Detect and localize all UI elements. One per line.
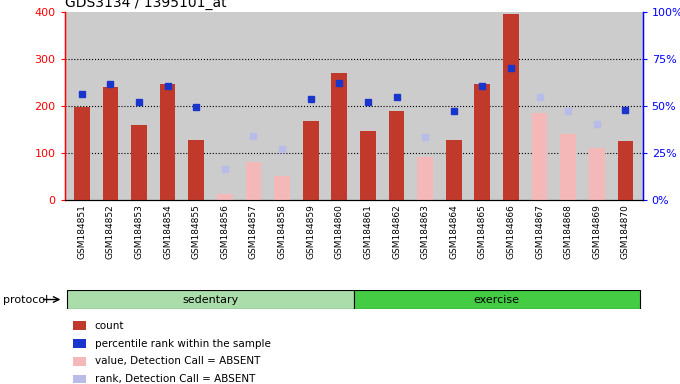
Text: exercise: exercise [474, 295, 520, 305]
Bar [475, 84, 490, 200]
Text: GSM184858: GSM184858 [277, 204, 286, 259]
Text: GSM184859: GSM184859 [306, 204, 315, 259]
Bar [532, 113, 547, 200]
Bar [188, 140, 204, 200]
Bar [354, 290, 640, 309]
Text: rank, Detection Call = ABSENT: rank, Detection Call = ABSENT [95, 374, 255, 384]
Text: GSM184864: GSM184864 [449, 204, 458, 259]
Bar [360, 131, 376, 200]
Text: GSM184857: GSM184857 [249, 204, 258, 259]
Bar [67, 290, 354, 309]
Text: GSM184854: GSM184854 [163, 204, 172, 259]
Text: GSM184865: GSM184865 [478, 204, 487, 259]
Bar [560, 134, 576, 200]
Bar [446, 140, 462, 200]
Bar [617, 141, 633, 200]
Bar [73, 375, 86, 383]
Bar [103, 87, 118, 200]
Bar [131, 125, 147, 200]
Text: percentile rank within the sample: percentile rank within the sample [95, 339, 271, 349]
Bar [418, 157, 433, 200]
Text: GSM184855: GSM184855 [192, 204, 201, 259]
Text: GDS3134 / 1395101_at: GDS3134 / 1395101_at [65, 0, 226, 10]
Bar [274, 176, 290, 200]
Text: GSM184860: GSM184860 [335, 204, 344, 259]
Text: GSM184853: GSM184853 [135, 204, 143, 259]
Text: GSM184861: GSM184861 [363, 204, 373, 259]
Text: GSM184851: GSM184851 [78, 204, 86, 259]
Text: GSM184866: GSM184866 [507, 204, 515, 259]
Bar [73, 357, 86, 366]
Bar [389, 111, 405, 200]
Text: count: count [95, 321, 124, 331]
Text: sedentary: sedentary [182, 295, 239, 305]
Bar [503, 14, 519, 200]
Bar [160, 84, 175, 200]
Bar [217, 194, 233, 200]
Bar [245, 162, 261, 200]
Text: GSM184870: GSM184870 [621, 204, 630, 259]
Bar [303, 121, 318, 200]
Bar [589, 148, 605, 200]
Text: GSM184852: GSM184852 [106, 204, 115, 259]
Text: GSM184856: GSM184856 [220, 204, 229, 259]
Text: GSM184869: GSM184869 [592, 204, 601, 259]
Text: value, Detection Call = ABSENT: value, Detection Call = ABSENT [95, 356, 260, 366]
Bar [73, 321, 86, 330]
Text: GSM184868: GSM184868 [564, 204, 573, 259]
Bar [73, 339, 86, 348]
Bar [74, 107, 90, 200]
Text: GSM184867: GSM184867 [535, 204, 544, 259]
Bar [331, 73, 347, 200]
Text: protocol: protocol [3, 295, 49, 305]
Text: GSM184863: GSM184863 [421, 204, 430, 259]
Text: GSM184862: GSM184862 [392, 204, 401, 259]
